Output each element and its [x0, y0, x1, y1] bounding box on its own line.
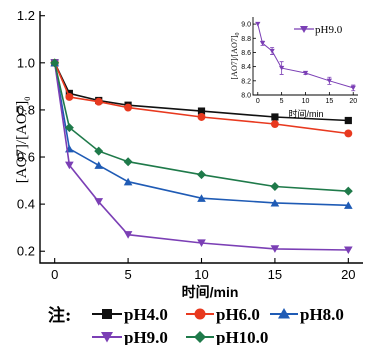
- legend-item-ph8: pH8.0: [270, 305, 344, 324]
- main-axes: [39, 11, 363, 264]
- inset-x-tick-label: 5: [280, 98, 284, 105]
- main-x-tick-label: 20: [341, 267, 355, 282]
- data-point-ph60: [197, 113, 206, 121]
- inset-y-tick-label: 8.0: [241, 93, 251, 100]
- legend-label-ph4: pH4.0: [124, 305, 168, 324]
- main-y-tick-label: 1.2: [17, 8, 35, 23]
- inset-y-tick-label: 8.6: [241, 50, 251, 57]
- main-y-axis-label: [AO7]/[AO7]0: [14, 97, 32, 183]
- data-point-ph40: [197, 107, 206, 115]
- series-ph100: [50, 58, 353, 196]
- legend-item-ph10: pH10.0: [186, 328, 268, 345]
- main-x-tick-label: 0: [51, 267, 58, 282]
- inset-y-ticks: 8.0 8.2 8.4 8.6 8.8 9.0: [241, 22, 256, 100]
- data-point-ph100: [343, 186, 353, 196]
- inset-data-point: [302, 70, 309, 76]
- main-series: [50, 58, 353, 255]
- inset-x-axis-label: 时间/min: [288, 108, 323, 119]
- inset-y-tick-label: 8.8: [241, 36, 251, 43]
- legend-label-ph8: pH8.0: [300, 305, 344, 324]
- main-x-axis-label: 时间/min: [182, 284, 239, 300]
- data-point-ph60: [344, 129, 353, 138]
- legend-label-ph6: pH6.0: [216, 305, 260, 324]
- data-point-ph80: [343, 201, 353, 209]
- main-x-ticks: 0 5 10 15 20: [51, 258, 356, 282]
- main-chart: 0.2 0.4 0.6 0.8 1.0 1.2 0 5 10 15 20 [AO7]/[AO7]0…: [14, 8, 363, 300]
- data-point-ph60: [270, 120, 279, 129]
- data-point-ph90: [270, 245, 280, 253]
- main-x-tick-label: 15: [268, 267, 282, 282]
- data-point-ph90: [65, 161, 74, 170]
- main-y-tick-label: 1.0: [17, 55, 35, 70]
- inset-x-tick-label: 20: [349, 98, 357, 105]
- legend-item-ph4: pH4.0: [92, 305, 168, 324]
- data-point-ph90: [123, 231, 133, 239]
- main-y-tick-label: 0.4: [17, 197, 35, 212]
- data-point-ph90: [343, 246, 353, 255]
- inset-y-axis-label: [AO7]/[AO7]0: [230, 33, 241, 80]
- legend-item-ph9: pH9.0: [92, 328, 168, 345]
- main-y-tick-label: 0.2: [17, 244, 35, 259]
- legend-label-ph10: pH10.0: [216, 328, 268, 345]
- data-point-ph90: [197, 239, 206, 247]
- main-y-ticks: 0.2 0.4 0.6 0.8 1.0 1.2: [17, 8, 45, 259]
- legend-note-label: 注:: [48, 305, 71, 326]
- inset-y-tick-label: 8.2: [241, 78, 251, 85]
- main-x-tick-label: 10: [194, 267, 208, 282]
- legend: 注: pH4.0 pH6.0 pH8.0 pH9.0 pH10.0: [48, 305, 344, 345]
- inset-series-ph9: [255, 21, 356, 92]
- data-point-ph80: [94, 161, 104, 169]
- data-point-ph60: [94, 97, 103, 106]
- inset-legend: pH9.0: [294, 24, 343, 36]
- data-point-ph100: [64, 123, 74, 133]
- inset-x-tick-label: 0: [256, 98, 260, 105]
- main-y-tick-label: 0.8: [17, 102, 35, 117]
- legend-label-ph9: pH9.0: [124, 328, 168, 345]
- data-point-ph80: [197, 194, 206, 202]
- data-point-ph100: [50, 58, 60, 68]
- legend-item-ph6: pH6.0: [186, 305, 260, 324]
- main-x-tick-label: 5: [124, 267, 131, 282]
- data-point-ph80: [123, 177, 133, 186]
- inset-data-point: [259, 41, 266, 46]
- inset-legend-label: pH9.0: [315, 24, 343, 36]
- data-point-ph100: [197, 170, 206, 180]
- data-point-ph100: [123, 157, 133, 167]
- data-point-ph40: [271, 113, 279, 121]
- main-y-tick-label: 0.6: [17, 150, 35, 165]
- data-point-ph100: [94, 146, 104, 156]
- data-point-ph40: [344, 116, 352, 125]
- data-point-ph60: [124, 103, 133, 112]
- data-point-ph90: [94, 198, 104, 206]
- inset-data-point: [326, 78, 333, 84]
- inset-x-tick-label: 15: [325, 98, 333, 105]
- data-point-ph80: [270, 198, 280, 207]
- data-point-ph60: [65, 93, 74, 101]
- inset-x-ticks: 0 5 10 15 20: [256, 92, 357, 105]
- inset-data-point: [269, 48, 275, 54]
- inset-data-point: [278, 65, 285, 71]
- inset-y-tick-label: 9.0: [241, 22, 251, 29]
- inset-data-point: [255, 21, 261, 27]
- inset-series: [255, 21, 356, 92]
- inset-chart: 8.0 8.2 8.4 8.6 8.8 9.0 0 5 10 15 20 [AO7]/[AO7]0…: [230, 11, 361, 119]
- inset-y-tick-label: 8.4: [241, 64, 251, 71]
- data-point-ph100: [270, 181, 280, 191]
- inset-x-tick-label: 10: [302, 98, 310, 105]
- inset-data-point: [350, 85, 356, 91]
